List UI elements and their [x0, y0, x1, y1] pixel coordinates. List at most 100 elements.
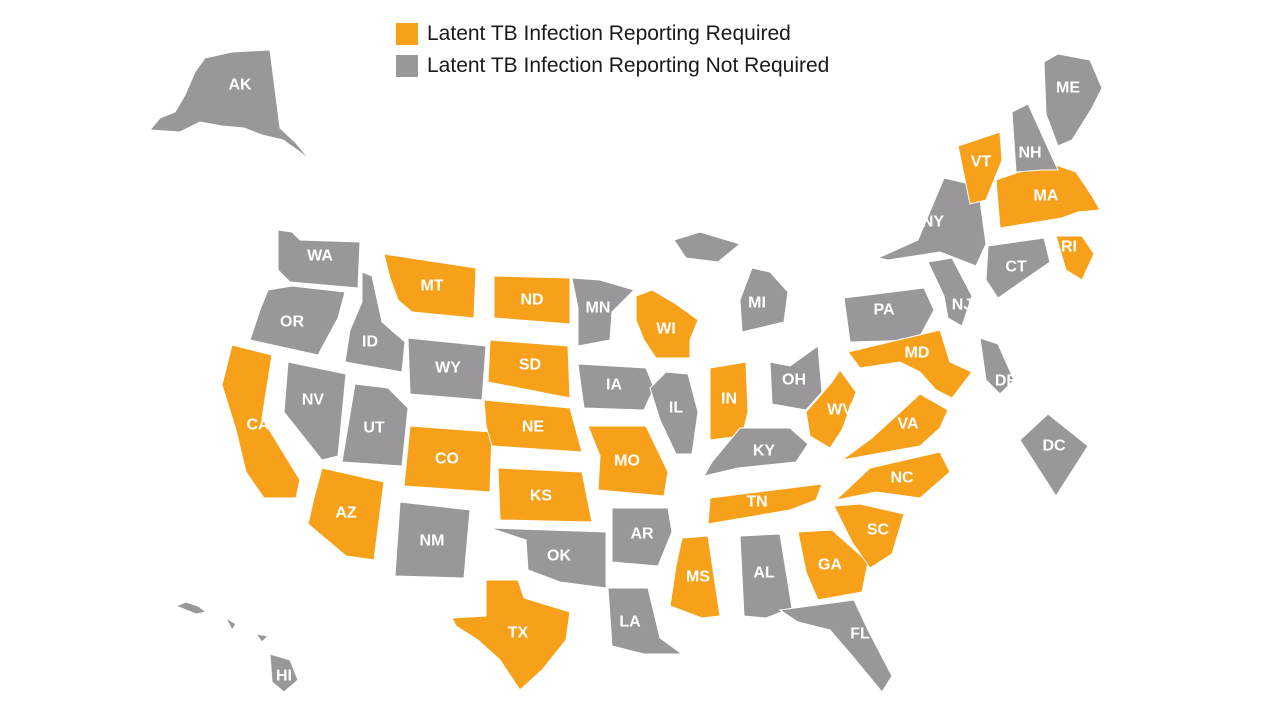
state-label-ms: MS [686, 569, 710, 586]
state-label-md: MD [905, 345, 930, 362]
state-id [344, 271, 406, 373]
state-label-nh: NH [1018, 145, 1041, 162]
state-nc [834, 451, 951, 501]
state-labels-layer: AK WA OR CA ID NV UT AZ MT WY CO NM ND SD NE KS OK TX MN IA… [228, 77, 1080, 685]
state-mi [673, 231, 789, 333]
state-label-ga: GA [818, 557, 842, 574]
state-ia [577, 363, 655, 411]
state-label-ri: RI [1061, 239, 1077, 256]
state-wy [407, 337, 487, 401]
state-label-tx: TX [508, 625, 529, 642]
state-label-ut: UT [363, 420, 385, 437]
state-label-mn: MN [586, 300, 611, 317]
state-label-ny: NY [922, 214, 945, 231]
state-label-la: LA [619, 614, 641, 631]
state-co [403, 425, 493, 493]
state-label-vt: VT [971, 154, 992, 171]
state-label-sd: SD [519, 357, 541, 374]
state-label-fl: FL [850, 626, 870, 643]
state-pa [843, 287, 935, 343]
state-mn [571, 277, 635, 347]
state-label-wa: WA [307, 248, 333, 265]
state-label-de: DE [995, 373, 1018, 390]
state-label-va: VA [897, 416, 918, 433]
state-label-dc: DC [1042, 438, 1066, 455]
state-label-wi: WI [656, 321, 676, 338]
legend: Latent TB Infection Reporting Required L… [396, 18, 829, 82]
state-nm [394, 501, 471, 579]
state-or [249, 285, 346, 356]
state-label-wy: WY [435, 360, 461, 377]
state-mt [383, 253, 477, 319]
state-label-sc: SC [867, 522, 890, 539]
state-il [649, 371, 699, 455]
state-label-az: AZ [335, 505, 357, 522]
state-label-co: CO [435, 451, 459, 468]
state-label-ia: IA [606, 377, 622, 394]
state-label-nm: NM [420, 533, 445, 550]
state-vt [957, 131, 1003, 205]
state-label-nd: ND [520, 292, 543, 309]
state-oh [769, 345, 823, 411]
state-tx [451, 579, 571, 691]
state-ok [489, 527, 607, 589]
state-wv [805, 369, 857, 449]
state-ri [1055, 235, 1095, 281]
state-ut [341, 383, 409, 467]
state-fl [778, 599, 893, 693]
state-ga [797, 529, 869, 601]
state-ma [995, 161, 1101, 229]
state-label-me: ME [1056, 80, 1080, 97]
state-me [1043, 53, 1103, 147]
state-ks [497, 467, 593, 523]
state-label-mo: MO [614, 453, 640, 470]
state-label-ct: CT [1005, 259, 1027, 276]
state-nj [927, 257, 973, 327]
state-label-ky: KY [753, 443, 776, 460]
state-label-mt: MT [420, 278, 443, 295]
state-label-wv: WV [827, 402, 853, 419]
state-label-nc: NC [890, 470, 914, 487]
state-label-ma: MA [1034, 188, 1059, 205]
state-al [739, 533, 793, 619]
legend-label-required: Latent TB Infection Reporting Required [427, 22, 791, 45]
state-de [979, 337, 1015, 395]
state-label-il: IL [669, 400, 683, 417]
state-label-ok: OK [547, 548, 571, 565]
state-ct [985, 237, 1051, 299]
state-nv [283, 361, 347, 461]
state-label-id: ID [362, 334, 378, 351]
state-ny [876, 177, 987, 267]
state-label-in: IN [721, 391, 737, 408]
state-ar [611, 507, 673, 567]
legend-item-not-required: Latent TB Infection Reporting Not Requir… [396, 50, 829, 82]
state-label-oh: OH [782, 372, 806, 389]
state-nh [1011, 103, 1059, 173]
states-layer [148, 49, 1103, 693]
legend-swatch-required [396, 23, 418, 45]
state-ak [148, 49, 311, 161]
state-hi [174, 601, 299, 693]
state-label-ak: AK [228, 77, 252, 94]
state-label-or: OR [280, 314, 304, 331]
state-ca [221, 344, 301, 499]
state-ne [483, 399, 583, 453]
state-va [841, 393, 949, 461]
state-md [847, 329, 973, 399]
state-label-nv: NV [302, 392, 325, 409]
state-sd [487, 339, 571, 399]
state-label-ar: AR [630, 526, 654, 543]
state-label-al: AL [753, 565, 775, 582]
state-label-ca: CA [246, 417, 270, 434]
legend-swatch-not-required [396, 55, 418, 77]
legend-label-not-required: Latent TB Infection Reporting Not Requir… [427, 54, 830, 77]
legend-item-required: Latent TB Infection Reporting Required [396, 18, 829, 50]
state-in [709, 361, 749, 441]
state-ms [669, 535, 721, 619]
state-label-hi: HI [276, 668, 292, 685]
state-label-ks: KS [530, 488, 553, 505]
state-ky [702, 427, 809, 477]
state-label-ne: NE [522, 419, 545, 436]
state-wi [635, 289, 699, 359]
